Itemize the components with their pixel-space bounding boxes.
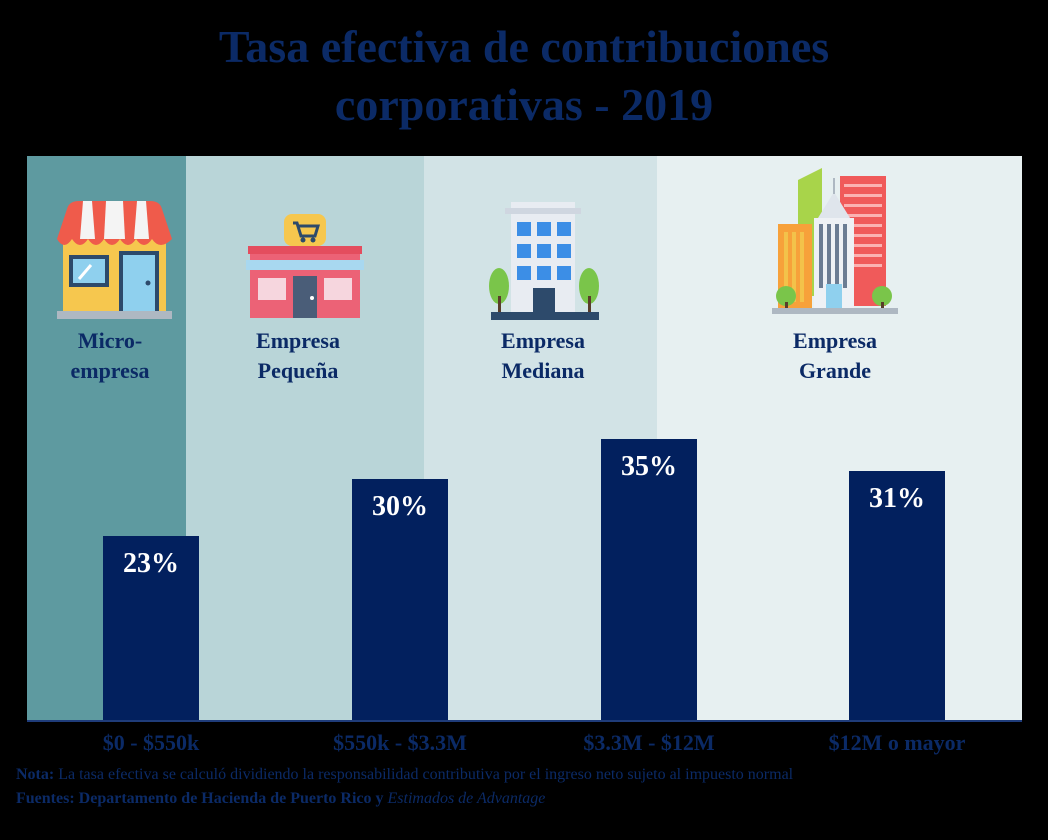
bar-value-label-3: 31% <box>869 483 925 514</box>
label-microempresa-line-2: empresa <box>70 358 150 383</box>
label-empresa-mediana-line-1: Empresa <box>501 328 585 353</box>
footnote-label: Nota: <box>16 766 55 783</box>
store-icon <box>246 214 364 318</box>
label-microempresa-line-1: Micro- <box>77 328 143 353</box>
label-empresa-mediana: Empresa Mediana <box>468 326 618 386</box>
bar-1 <box>352 479 448 722</box>
x-tick-label-2: $3.3M - $12M <box>583 730 715 755</box>
bar-value-label-2: 35% <box>621 451 677 482</box>
sources-italic: Estimados de Advantage <box>387 790 546 807</box>
label-empresa-grande-line-2: Grande <box>798 358 872 383</box>
sources-label: Fuentes: Departamento de Hacienda de Pue… <box>16 790 384 807</box>
bar-value-label-1: 30% <box>372 491 428 522</box>
footnote: Nota: La tasa efectiva se calculó dividi… <box>16 766 793 784</box>
plot-area: Micro- empresa Empresa Pequeña Empresa M… <box>27 156 1022 722</box>
label-empresa-grande: Empresa Grande <box>760 326 910 386</box>
chart-title: Tasa efectiva de contribuciones corporat… <box>0 18 1048 134</box>
label-microempresa: Micro- empresa <box>27 326 193 386</box>
office-building-icon <box>489 202 599 320</box>
x-tick-label-1: $550k - $3.3M <box>333 730 467 755</box>
label-empresa-pequena-line-1: Empresa <box>256 328 340 353</box>
bar-3 <box>849 471 945 722</box>
chart-title-line-2: corporativas - 2019 <box>334 79 714 130</box>
label-empresa-pequena-line-2: Pequeña <box>257 358 339 383</box>
label-empresa-grande-line-1: Empresa <box>793 328 877 353</box>
label-empresa-pequena: Empresa Pequeña <box>223 326 373 386</box>
bar-value-label-0: 23% <box>123 548 179 579</box>
bar-2 <box>601 439 697 722</box>
x-axis-line <box>27 720 1022 722</box>
x-tick-label-3: $12M o mayor <box>828 730 966 755</box>
footnote-text: La tasa efectiva se calculó dividiendo l… <box>54 766 794 783</box>
sources: Fuentes: Departamento de Hacienda de Pue… <box>16 790 545 808</box>
x-tick-label-0: $0 - $550k <box>102 730 200 755</box>
label-empresa-mediana-line-2: Mediana <box>501 358 585 383</box>
skyscrapers-icon <box>772 168 898 314</box>
shop-icon <box>57 201 172 319</box>
bar-0 <box>103 536 199 722</box>
chart-title-line-1: Tasa efectiva de contribuciones <box>218 21 830 72</box>
